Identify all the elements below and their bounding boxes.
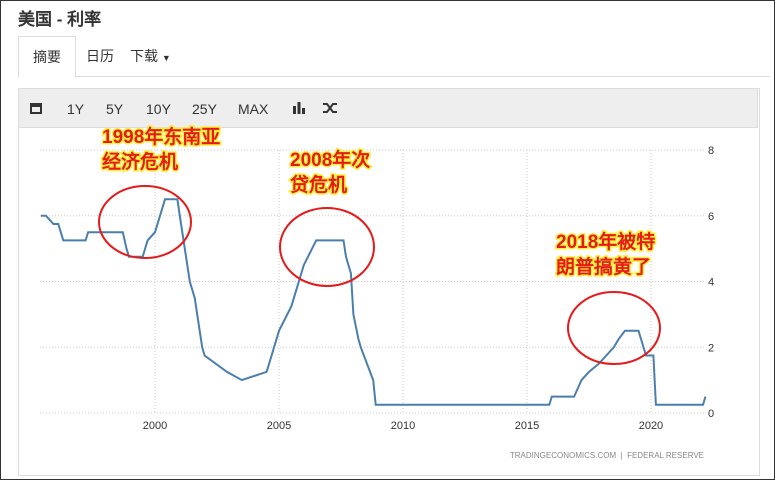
tab-label: 下载 — [130, 48, 158, 64]
range-button[interactable]: MAX — [238, 101, 269, 117]
annotation: 贷危机 — [290, 173, 347, 196]
toolbar: 1Y 5Y 10Y 25Y MAX — [18, 88, 758, 128]
calendar-icon[interactable] — [29, 101, 43, 115]
annotation: 朗普搞黄了 — [556, 255, 651, 278]
annotation-circle — [98, 185, 192, 259]
bar-icon[interactable] — [292, 101, 306, 115]
x-tick-label: 2000 — [143, 420, 167, 432]
tab[interactable]: 下载 ▼ — [130, 36, 180, 76]
line — [41, 198, 707, 406]
tab[interactable]: 摘要 — [18, 36, 76, 78]
range-button[interactable]: 10Y — [146, 101, 171, 117]
range-button[interactable]: 1Y — [67, 101, 85, 117]
annotation: 2008年次 — [290, 148, 370, 171]
y-tick-label: 6 — [708, 211, 714, 223]
x-tick-label: 2010 — [391, 420, 415, 432]
tab-bar: 摘要 日历 下载 ▼ — [18, 36, 770, 78]
range-button[interactable]: 25Y — [192, 101, 217, 117]
y-tick-label: 8 — [708, 145, 714, 157]
source: TRADINGECONOMICS.COM | FEDERAL RESERVE — [510, 451, 704, 460]
range-button[interactable]: 5Y — [106, 101, 124, 117]
x-tick-label: 2015 — [515, 420, 539, 432]
page-title: 美国 - 利率 — [18, 10, 102, 29]
tab[interactable]: 日历 — [86, 48, 114, 64]
annotation: 经济危机 — [102, 150, 178, 173]
annotation-circle — [279, 207, 375, 287]
y-tick-label: 4 — [708, 277, 714, 289]
y-tick-label: 2 — [708, 342, 714, 354]
annotation: 2018年被特 — [556, 230, 655, 253]
x-tick-label: 2005 — [267, 420, 291, 432]
caret: ▼ — [161, 53, 171, 63]
annotation: 1998年东南亚 — [102, 125, 220, 148]
x-tick-label: 2020 — [639, 420, 663, 432]
shuffle-icon[interactable] — [322, 101, 338, 115]
annotation-circle — [567, 291, 661, 365]
y-tick-label: 0 — [708, 408, 714, 420]
